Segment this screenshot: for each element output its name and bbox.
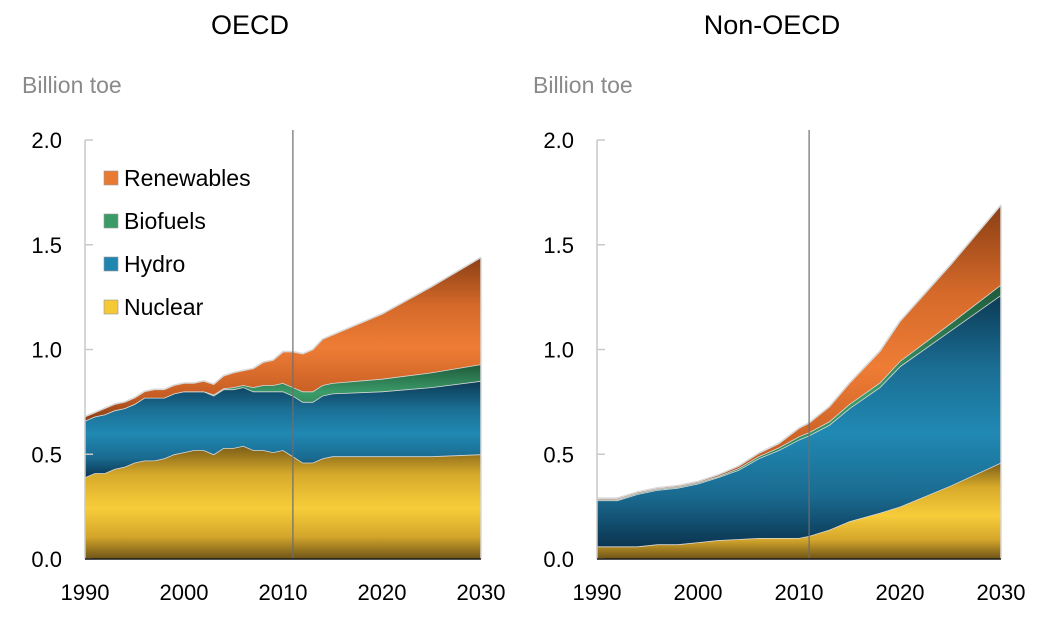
area-edge-renewables <box>84 256 482 418</box>
chart-title: Non-OECD <box>704 10 841 40</box>
y-axis-label: Billion toe <box>22 72 122 98</box>
y-tick-label: 2.0 <box>543 128 574 153</box>
axes: 0.0 0.5 1.0 1.5 2.0 1990 2000 2010 2020 2030 <box>543 128 1025 605</box>
x-tick-label: 2010 <box>775 580 824 605</box>
y-tick-label: 1.0 <box>543 338 574 363</box>
x-tick-label: 2000 <box>160 580 209 605</box>
area-hydro <box>85 380 481 478</box>
area-edge-renewables <box>597 204 1002 499</box>
area-layers <box>597 204 1002 559</box>
area-layers <box>84 256 482 559</box>
y-tick-label: 1.0 <box>31 338 62 363</box>
legend-label: Biofuels <box>124 208 206 234</box>
x-tick-label: 2010 <box>259 580 308 605</box>
area-hydro <box>597 295 1001 547</box>
y-tick-label: 2.0 <box>31 128 62 153</box>
y-tick-label: 1.5 <box>543 233 574 258</box>
y-tick-label: 0.0 <box>543 547 574 572</box>
y-tick-label: 0.5 <box>31 442 62 467</box>
oecd-chart: OECD Billion toe 0.0 0.5 1.0 1.5 2.0 1990 2000… <box>22 10 505 605</box>
area-nuclear <box>597 462 1001 559</box>
legend-label: Hydro <box>124 251 185 277</box>
legend-label: Renewables <box>124 165 251 191</box>
x-tick-label: 1990 <box>61 580 110 605</box>
axes: 0.0 0.5 1.0 1.5 2.0 1990 2000 2010 2020 2030 <box>31 128 505 605</box>
non-oecd-chart: Non-OECD Billion toe 0.0 0.5 1.0 1.5 2.0 1990… <box>533 10 1025 605</box>
y-tick-label: 1.5 <box>31 233 62 258</box>
y-axis-label: Billion toe <box>533 72 633 98</box>
legend-item-biofuels: Biofuels <box>103 208 206 234</box>
area-edge-hydro <box>597 294 1002 502</box>
y-tick-label: 0.5 <box>543 442 574 467</box>
area-edge-biofuels <box>597 283 1002 501</box>
area-nuclear <box>85 445 481 559</box>
legend-swatch <box>103 256 119 272</box>
x-tick-label: 1990 <box>573 580 622 605</box>
x-tick-label: 2020 <box>358 580 407 605</box>
legend-item-renewables: Renewables <box>103 165 251 191</box>
legend-swatch <box>103 170 119 186</box>
x-tick-label: 2020 <box>876 580 925 605</box>
legend: Renewables Biofuels Hydro Nuclear <box>103 165 251 320</box>
area-renewables <box>85 257 481 421</box>
legend-swatch <box>103 299 119 315</box>
x-tick-label: 2030 <box>457 580 506 605</box>
x-tick-label: 2030 <box>977 580 1026 605</box>
legend-label: Nuclear <box>124 294 204 320</box>
y-tick-label: 0.0 <box>31 547 62 572</box>
x-tick-label: 2000 <box>674 580 723 605</box>
legend-item-hydro: Hydro <box>103 251 185 277</box>
chart-title: OECD <box>211 10 289 40</box>
legend-item-nuclear: Nuclear <box>103 294 204 320</box>
legend-swatch <box>103 213 119 229</box>
